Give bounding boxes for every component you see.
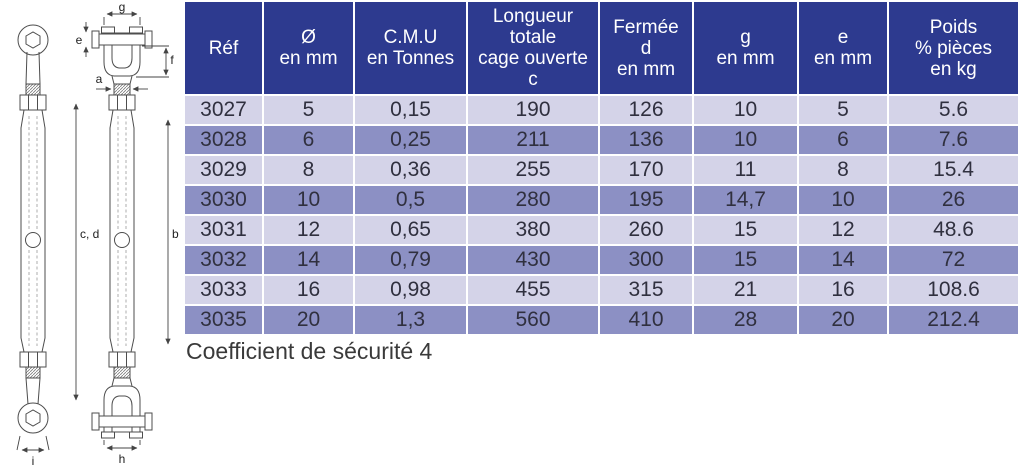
table-cell: 560 (466, 304, 600, 336)
table-cell: 136 (598, 124, 694, 156)
table-cell: 380 (466, 214, 600, 246)
col-header-closed-length: Fermée d en mm (598, 0, 694, 96)
table-cell: 20 (797, 304, 889, 336)
table-cell: 190 (466, 94, 600, 126)
table-cell: 8 (797, 154, 889, 186)
table-cell: 0,5 (353, 184, 468, 216)
dim-label-h: h (119, 452, 126, 466)
table-cell: 5.6 (887, 94, 1018, 126)
dim-label-a: a (96, 72, 103, 86)
table-cell: 14 (797, 244, 889, 276)
table-cell: 255 (466, 154, 600, 186)
table-cell: 10 (692, 94, 799, 126)
dim-label-f: f (170, 53, 174, 67)
table-cell: 108.6 (887, 274, 1018, 306)
table-cell: 20 (262, 304, 355, 336)
table-row: 3032 14 0,79 430 300 15 14 72 (183, 244, 1018, 276)
table-cell: 300 (598, 244, 694, 276)
turnbuckle-drawing: i g e f a (16, 0, 179, 468)
table-cell: 3027 (183, 94, 264, 126)
table-cell: 14,7 (692, 184, 799, 216)
table-cell: 6 (797, 124, 889, 156)
table-cell: 3030 (183, 184, 264, 216)
header-row: Réf Ø en mm C.M.U en Tonnes Longueur tot… (183, 0, 1018, 96)
table-cell: 0,98 (353, 274, 468, 306)
eye-turnbuckle-figure: i (16, 24, 50, 468)
jaw-turnbuckle-figure: g e f a (73, 0, 179, 466)
table-cell: 1,3 (353, 304, 468, 336)
col-header-ref: Réf (183, 0, 264, 96)
table-cell: 16 (262, 274, 355, 306)
table-cell: 5 (797, 94, 889, 126)
table-row: 3035 20 1,3 560 410 28 20 212.4 (183, 304, 1018, 336)
table-cell: 14 (262, 244, 355, 276)
table-cell: 15 (692, 244, 799, 276)
dim-label-cd: c, d (80, 227, 99, 241)
table-cell: 7.6 (887, 124, 1018, 156)
table-cell: 0,36 (353, 154, 468, 186)
col-header-weight: Poids % pièces en kg (887, 0, 1018, 96)
table-cell: 8 (262, 154, 355, 186)
table-cell: 5 (262, 94, 355, 126)
table-cell: 10 (692, 124, 799, 156)
table-cell: 212.4 (887, 304, 1018, 336)
table-cell: 0,25 (353, 124, 468, 156)
table-cell: 11 (692, 154, 799, 186)
col-header-diameter: Ø en mm (262, 0, 355, 96)
table-cell: 3033 (183, 274, 264, 306)
table-cell: 26 (887, 184, 1018, 216)
spec-table: Réf Ø en mm C.M.U en Tonnes Longueur tot… (183, 0, 1018, 336)
table-cell: 0,65 (353, 214, 468, 246)
table-cell: 170 (598, 154, 694, 186)
dim-label-b: b (172, 227, 179, 241)
table-cell: 280 (466, 184, 600, 216)
safety-note: Coefficient de sécurité 4 (186, 338, 433, 364)
table-cell: 0,79 (353, 244, 468, 276)
table-row: 3031 12 0,65 380 260 15 12 48.6 (183, 214, 1018, 246)
col-header-g: g en mm (692, 0, 799, 96)
table-cell: 3032 (183, 244, 264, 276)
dim-label-i: i (32, 454, 35, 468)
table-cell: 15.4 (887, 154, 1018, 186)
table-cell: 455 (466, 274, 600, 306)
table-cell: 3028 (183, 124, 264, 156)
dim-label-g: g (119, 0, 126, 14)
table-cell: 28 (692, 304, 799, 336)
table-cell: 72 (887, 244, 1018, 276)
table-row: 3029 8 0,36 255 170 11 8 15.4 (183, 154, 1018, 186)
table-cell: 3035 (183, 304, 264, 336)
table-cell: 195 (598, 184, 694, 216)
table-row: 3027 5 0,15 190 126 10 5 5.6 (183, 94, 1018, 126)
table-cell: 260 (598, 214, 694, 246)
table-cell: 430 (466, 244, 600, 276)
table-cell: 10 (797, 184, 889, 216)
table-cell: 10 (262, 184, 355, 216)
table-cell: 410 (598, 304, 694, 336)
table-cell: 315 (598, 274, 694, 306)
table-cell: 126 (598, 94, 694, 126)
table-cell: 15 (692, 214, 799, 246)
col-header-cmu: C.M.U en Tonnes (353, 0, 468, 96)
table-cell: 48.6 (887, 214, 1018, 246)
table-cell: 16 (797, 274, 889, 306)
table-cell: 12 (797, 214, 889, 246)
table-cell: 3029 (183, 154, 264, 186)
col-header-open-length: Longueur totale cage ouverte c (466, 0, 600, 96)
table-row: 3033 16 0,98 455 315 21 16 108.6 (183, 274, 1018, 306)
col-header-e: e en mm (797, 0, 889, 96)
table-cell: 12 (262, 214, 355, 246)
table-row: 3030 10 0,5 280 195 14,7 10 26 (183, 184, 1018, 216)
dim-label-e: e (76, 33, 83, 47)
table-cell: 211 (466, 124, 600, 156)
table-cell: 21 (692, 274, 799, 306)
table-row: 3028 6 0,25 211 136 10 6 7.6 (183, 124, 1018, 156)
table-cell: 0,15 (353, 94, 468, 126)
table-cell: 3031 (183, 214, 264, 246)
table-cell: 6 (262, 124, 355, 156)
